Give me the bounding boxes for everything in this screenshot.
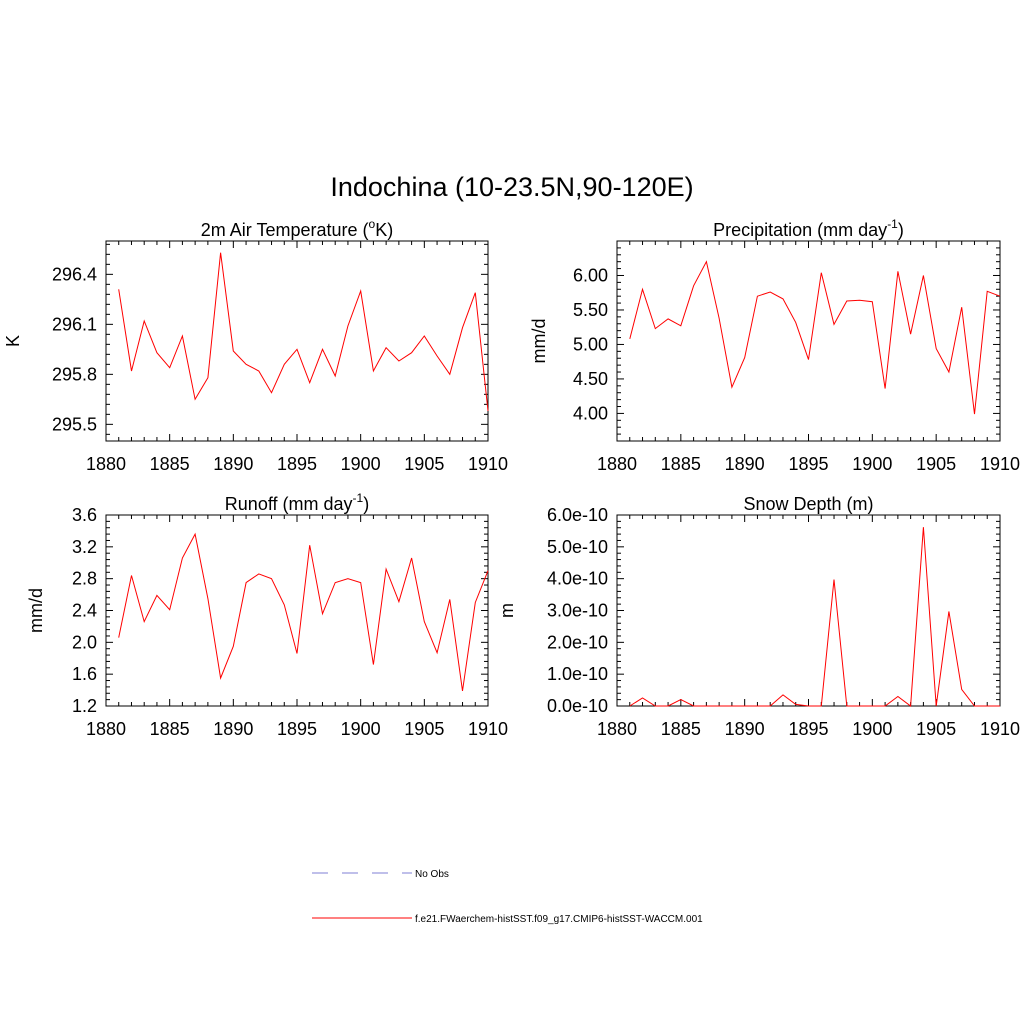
y-axis-label-snow-depth: m bbox=[497, 603, 517, 618]
y-tick-label-snow-depth: 3.0e-10 bbox=[547, 601, 608, 621]
y-tick-label-precipitation: 6.00 bbox=[573, 265, 608, 285]
y-tick-label-snow-depth: 1.0e-10 bbox=[547, 664, 608, 684]
x-tick-label-runoff: 1890 bbox=[213, 719, 253, 739]
panel-title-main: 2m Air Temperature ( bbox=[201, 220, 369, 240]
plot-frame-runoff bbox=[105, 514, 489, 707]
x-tick-label-runoff: 1900 bbox=[341, 719, 381, 739]
y-tick-label-precipitation: 4.50 bbox=[573, 369, 608, 389]
x-tick-label-air-temperature: 1895 bbox=[277, 454, 317, 474]
panel-precipitation: 1880 1885 1890 1895 1900 1905 1910 4.00 4.50 5.00… bbox=[529, 217, 1020, 474]
plot-frame-precipitation bbox=[616, 240, 1001, 442]
panel-title-superscript: -1 bbox=[353, 491, 364, 505]
y-tick-label-air-temperature: 295.5 bbox=[52, 414, 97, 434]
series-line-snow-depth bbox=[629, 527, 1000, 707]
panel-title-tail: ) bbox=[898, 220, 904, 240]
x-tick-label-runoff: 1895 bbox=[277, 719, 317, 739]
x-tick-label-precipitation: 1905 bbox=[916, 454, 956, 474]
panel-snow-depth: 1880 1885 1890 1895 1900 1905 1910 0.0e-10 1.0e-… bbox=[497, 494, 1020, 739]
x-tick-label-snow-depth: 1900 bbox=[852, 719, 892, 739]
y-tick-label-runoff: 2.4 bbox=[72, 601, 97, 621]
panel-runoff: 1880 1885 1890 1895 1900 1905 1910 1.2 1.6 2.0 2.4… bbox=[26, 491, 508, 739]
x-tick-label-snow-depth: 1905 bbox=[916, 719, 956, 739]
y-tick-label-snow-depth: 5.0e-10 bbox=[547, 537, 608, 557]
y-tick-label-runoff: 1.2 bbox=[72, 696, 97, 716]
y-axis-label-precipitation: mm/d bbox=[529, 319, 549, 364]
panel-title-precipitation: Precipitation (mm day-1) bbox=[713, 217, 904, 240]
panel-title-superscript: -1 bbox=[887, 217, 898, 231]
x-tick-label-snow-depth: 1885 bbox=[661, 719, 701, 739]
series-line-air-temperature bbox=[118, 252, 489, 412]
x-tick-label-runoff: 1905 bbox=[404, 719, 444, 739]
x-tick-label-runoff: 1880 bbox=[86, 719, 126, 739]
legend-label-model: f.e21.FWaerchem-histSST.f09_g17.CMIP6-hi… bbox=[415, 914, 703, 925]
legend-label-no-obs: No Obs bbox=[415, 869, 449, 880]
plot-frame-air-temperature bbox=[105, 240, 489, 442]
y-tick-label-runoff: 3.2 bbox=[72, 537, 97, 557]
y-tick-label-precipitation: 4.00 bbox=[573, 403, 608, 423]
series-line-runoff bbox=[118, 532, 489, 691]
x-tick-label-precipitation: 1895 bbox=[788, 454, 828, 474]
legend: No Obs f.e21.FWaerchem-histSST.f09_g17.C… bbox=[312, 869, 703, 925]
panel-title-tail: K) bbox=[375, 220, 393, 240]
y-tick-label-runoff: 1.6 bbox=[72, 664, 97, 684]
y-tick-label-runoff: 3.6 bbox=[72, 505, 97, 525]
x-tick-label-precipitation: 1900 bbox=[852, 454, 892, 474]
x-tick-label-air-temperature: 1910 bbox=[468, 454, 508, 474]
panel-title-tail: ) bbox=[363, 494, 369, 514]
x-tick-label-runoff: 1885 bbox=[150, 719, 190, 739]
x-tick-label-air-temperature: 1900 bbox=[341, 454, 381, 474]
panel-title-main: Runoff (mm day bbox=[225, 494, 353, 514]
series-line-precipitation bbox=[629, 260, 1001, 415]
x-tick-label-snow-depth: 1910 bbox=[980, 719, 1020, 739]
y-tick-label-air-temperature: 296.4 bbox=[52, 264, 97, 284]
y-tick-label-snow-depth: 4.0e-10 bbox=[547, 569, 608, 589]
panel-title-air-temperature: 2m Air Temperature (oK) bbox=[201, 217, 393, 240]
x-tick-label-precipitation: 1885 bbox=[661, 454, 701, 474]
x-tick-label-snow-depth: 1895 bbox=[788, 719, 828, 739]
x-tick-label-air-temperature: 1880 bbox=[86, 454, 126, 474]
panel-title-superscript: o bbox=[369, 217, 376, 231]
x-tick-label-precipitation: 1910 bbox=[980, 454, 1020, 474]
y-tick-label-snow-depth: 2.0e-10 bbox=[547, 632, 608, 652]
x-tick-label-air-temperature: 1905 bbox=[404, 454, 444, 474]
x-tick-label-precipitation: 1880 bbox=[597, 454, 637, 474]
y-tick-label-runoff: 2.8 bbox=[72, 569, 97, 589]
plot-frame-snow-depth bbox=[616, 514, 1001, 707]
panel-title-main: Precipitation (mm day bbox=[713, 220, 887, 240]
y-tick-label-air-temperature: 296.1 bbox=[52, 314, 97, 334]
panel-title-snow-depth: Snow Depth (m) bbox=[743, 494, 873, 514]
figure-title: Indochina (10-23.5N,90-120E) bbox=[330, 172, 693, 202]
y-tick-label-precipitation: 5.50 bbox=[573, 300, 608, 320]
panel-title-runoff: Runoff (mm day-1) bbox=[225, 491, 369, 514]
y-tick-label-runoff: 2.0 bbox=[72, 632, 97, 652]
y-tick-label-air-temperature: 295.8 bbox=[52, 364, 97, 384]
panels: 1880 1885 1890 1895 1900 1905 1910 295.5 295.8 29… bbox=[3, 217, 1020, 739]
panel-title-main: Snow Depth (m) bbox=[743, 494, 873, 514]
x-tick-label-air-temperature: 1885 bbox=[150, 454, 190, 474]
y-tick-label-snow-depth: 6.0e-10 bbox=[547, 505, 608, 525]
x-tick-label-runoff: 1910 bbox=[468, 719, 508, 739]
y-tick-label-precipitation: 5.00 bbox=[573, 334, 608, 354]
panel-air-temperature: 1880 1885 1890 1895 1900 1905 1910 295.5 295.8 29… bbox=[3, 217, 508, 474]
y-tick-label-snow-depth: 0.0e-10 bbox=[547, 696, 608, 716]
x-tick-label-snow-depth: 1890 bbox=[725, 719, 765, 739]
y-axis-label-runoff: mm/d bbox=[26, 588, 46, 633]
y-axis-label-air-temperature: K bbox=[3, 335, 23, 347]
x-tick-label-precipitation: 1890 bbox=[725, 454, 765, 474]
x-tick-label-snow-depth: 1880 bbox=[597, 719, 637, 739]
x-tick-label-air-temperature: 1890 bbox=[213, 454, 253, 474]
